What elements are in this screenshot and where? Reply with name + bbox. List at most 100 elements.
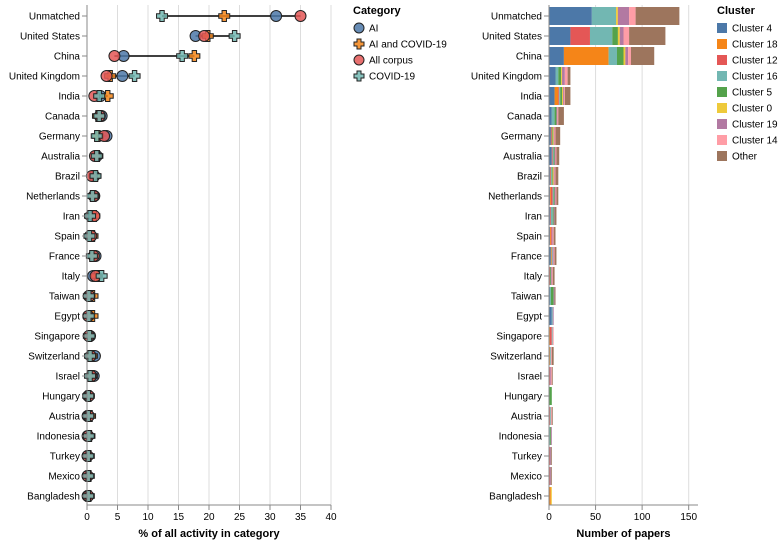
covid-19-point-germany	[90, 130, 103, 142]
bar-chart-y-label-spain: Spain	[516, 232, 542, 243]
covid-19-point-israel	[84, 370, 97, 382]
bar-segment-cluster-5-netherlands	[553, 187, 555, 205]
legend-label-cluster-0: Cluster 0	[732, 104, 772, 115]
bar-segment-cluster-12-spain	[550, 227, 552, 245]
legend-label-ai: AI	[369, 24, 378, 35]
bar-segment-other-australia	[556, 147, 560, 165]
bar-segment-cluster-16-australia	[552, 147, 554, 165]
bar-segment-cluster-16-switzerland	[549, 347, 551, 365]
dot-plot-y-label-hungary: Hungary	[42, 392, 80, 403]
legend-label-cluster-5: Cluster 5	[732, 88, 772, 99]
covid-19-point-france	[85, 250, 98, 262]
dot-plot-x-tick-label: 15	[173, 512, 185, 523]
bar-segment-other-israel	[551, 367, 553, 385]
dot-plot-y-label-canada: Canada	[45, 112, 80, 123]
legend-swatch-cluster-16	[717, 71, 727, 81]
bar-segment-cluster-14-switzerland	[550, 347, 552, 365]
covid-19-point-china	[176, 50, 189, 62]
bar-chart-y-label-turkey: Turkey	[512, 452, 542, 463]
bar-segment-cluster-18-bangladesh	[549, 487, 551, 505]
bar-segment-cluster-16-canada	[551, 107, 555, 125]
bar-segment-cluster-19-taiwan	[553, 287, 555, 305]
bar-chart-y-label-italy: Italy	[524, 272, 542, 283]
dot-plot-y-label-bangladesh: Bangladesh	[27, 492, 80, 503]
dot-plot-x-tick-label: 20	[203, 512, 215, 523]
legend-symbol-ai	[353, 22, 365, 34]
covid-19-point-switzerland	[84, 350, 97, 362]
bar-segment-cluster-16-brazil	[550, 167, 552, 185]
dot-plot-y-label-spain: Spain	[54, 232, 80, 243]
covid-19-point-india	[93, 90, 106, 102]
ai-point-united-kingdom	[116, 70, 129, 82]
bar-segment-cluster-14-united-states	[623, 27, 630, 45]
dot-plot-y-label-taiwan: Taiwan	[49, 292, 80, 303]
bar-segment-cluster-14-brazil	[554, 167, 556, 185]
bar-segment-cluster-0-china	[623, 47, 626, 65]
bar-segment-cluster-4-china	[549, 47, 564, 65]
dot-plot-y-label-iran: Iran	[63, 212, 80, 223]
bar-segment-cluster-0-unmatched	[616, 7, 618, 25]
dot-plot-range-lines	[87, 15, 301, 497]
dot-plot-y-label-indonesia: Indonesia	[37, 432, 81, 443]
legend-label-cluster-14: Cluster 14	[732, 136, 778, 147]
legend-swatch-cluster-0	[717, 103, 727, 113]
bar-segment-cluster-14-india	[563, 87, 565, 105]
covid-19-point-turkey	[82, 450, 95, 462]
bar-segment-cluster-19-united-states	[619, 27, 624, 45]
dot-plot-y-label-turkey: Turkey	[50, 452, 80, 463]
bar-segment-other-brazil	[555, 167, 559, 185]
legend-symbol-covid-19	[353, 70, 365, 82]
bar-segment-cluster-14-germany	[554, 127, 556, 145]
bar-segment-cluster-0-bangladesh	[550, 487, 552, 505]
legend-swatch-cluster-18	[717, 39, 727, 49]
dot-plot-x-axis-title: % of all activity in category	[138, 528, 280, 540]
bar-segment-cluster-4-india	[549, 87, 555, 105]
bar-chart-y-label-egypt: Egypt	[516, 312, 542, 323]
bar-segment-cluster-12-netherlands	[550, 187, 553, 205]
legend-symbol-all-corpus	[353, 54, 365, 66]
dot-plot-x-tick-label: 25	[234, 512, 246, 523]
legend-label-cluster-18: Cluster 18	[732, 40, 778, 51]
bar-segment-cluster-12-iran	[549, 207, 551, 225]
bar-segment-cluster-19-india	[562, 87, 564, 105]
bar-chart-y-label-canada: Canada	[507, 112, 542, 123]
all-corpus-point-unmatched	[294, 10, 307, 22]
bar-chart-y-label-australia: Australia	[503, 152, 542, 163]
bar-segment-cluster-16-france	[551, 247, 553, 265]
bar-chart-y-label-iran: Iran	[525, 212, 542, 223]
covid-19-point-hungary	[82, 390, 95, 402]
dot-plot-x-tick-label: 35	[295, 512, 307, 523]
bar-segment-cluster-5-india	[560, 87, 563, 105]
bar-segment-cluster-19-egypt	[552, 307, 554, 325]
bar-chart-y-label-brazil: Brazil	[517, 172, 542, 183]
bar-chart-y-label-france: France	[511, 252, 543, 263]
bar-segment-cluster-5-united-kingdom	[558, 67, 562, 85]
covid-19-point-brazil	[89, 170, 102, 182]
covid-19-point-australia	[90, 150, 103, 162]
legend-label-ai-and-covid-19: AI and COVID-19	[369, 40, 447, 51]
bar-segment-other-spain	[553, 227, 556, 245]
dot-plot-axes: 0 5 10 15 20 25 30 35 40 Unmatched United States Ch…	[9, 5, 337, 523]
dot-plot-y-label-israel: Israel	[56, 372, 80, 383]
bar-segment-cluster-16-united-states	[589, 27, 613, 45]
bar-segment-cluster-12-australia	[551, 147, 553, 165]
bar-chart-y-label-switzerland: Switzerland	[490, 352, 542, 363]
bar-segment-cluster-14-unmatched	[629, 7, 636, 25]
bar-segment-cluster-19-canada	[556, 107, 558, 125]
legend-swatch-cluster-4	[717, 23, 727, 33]
bar-segment-cluster-18-india	[554, 87, 559, 105]
dot-plot-y-label-germany: Germany	[39, 132, 80, 143]
all-corpus-point-united-states	[198, 30, 211, 42]
bar-segment-other-iran	[554, 207, 557, 225]
covid-19-point-spain	[83, 230, 96, 242]
covid-19-point-indonesia	[82, 430, 95, 442]
all-corpus-point-united-kingdom	[100, 70, 113, 82]
bar-chart-y-label-singapore: Singapore	[496, 332, 542, 343]
bar-segment-cluster-0-germany	[552, 127, 554, 145]
covid-19-point-italy	[95, 270, 108, 282]
dot-plot-y-label-unmatched: Unmatched	[29, 12, 80, 23]
bar-segment-other-austria	[551, 407, 553, 425]
bar-chart-axes: 0 50 100 150 Unmatched United States China Unit…	[471, 5, 698, 523]
bar-chart-y-label-hungary: Hungary	[504, 392, 542, 403]
bar-segment-cluster-16-singapore	[551, 327, 553, 345]
